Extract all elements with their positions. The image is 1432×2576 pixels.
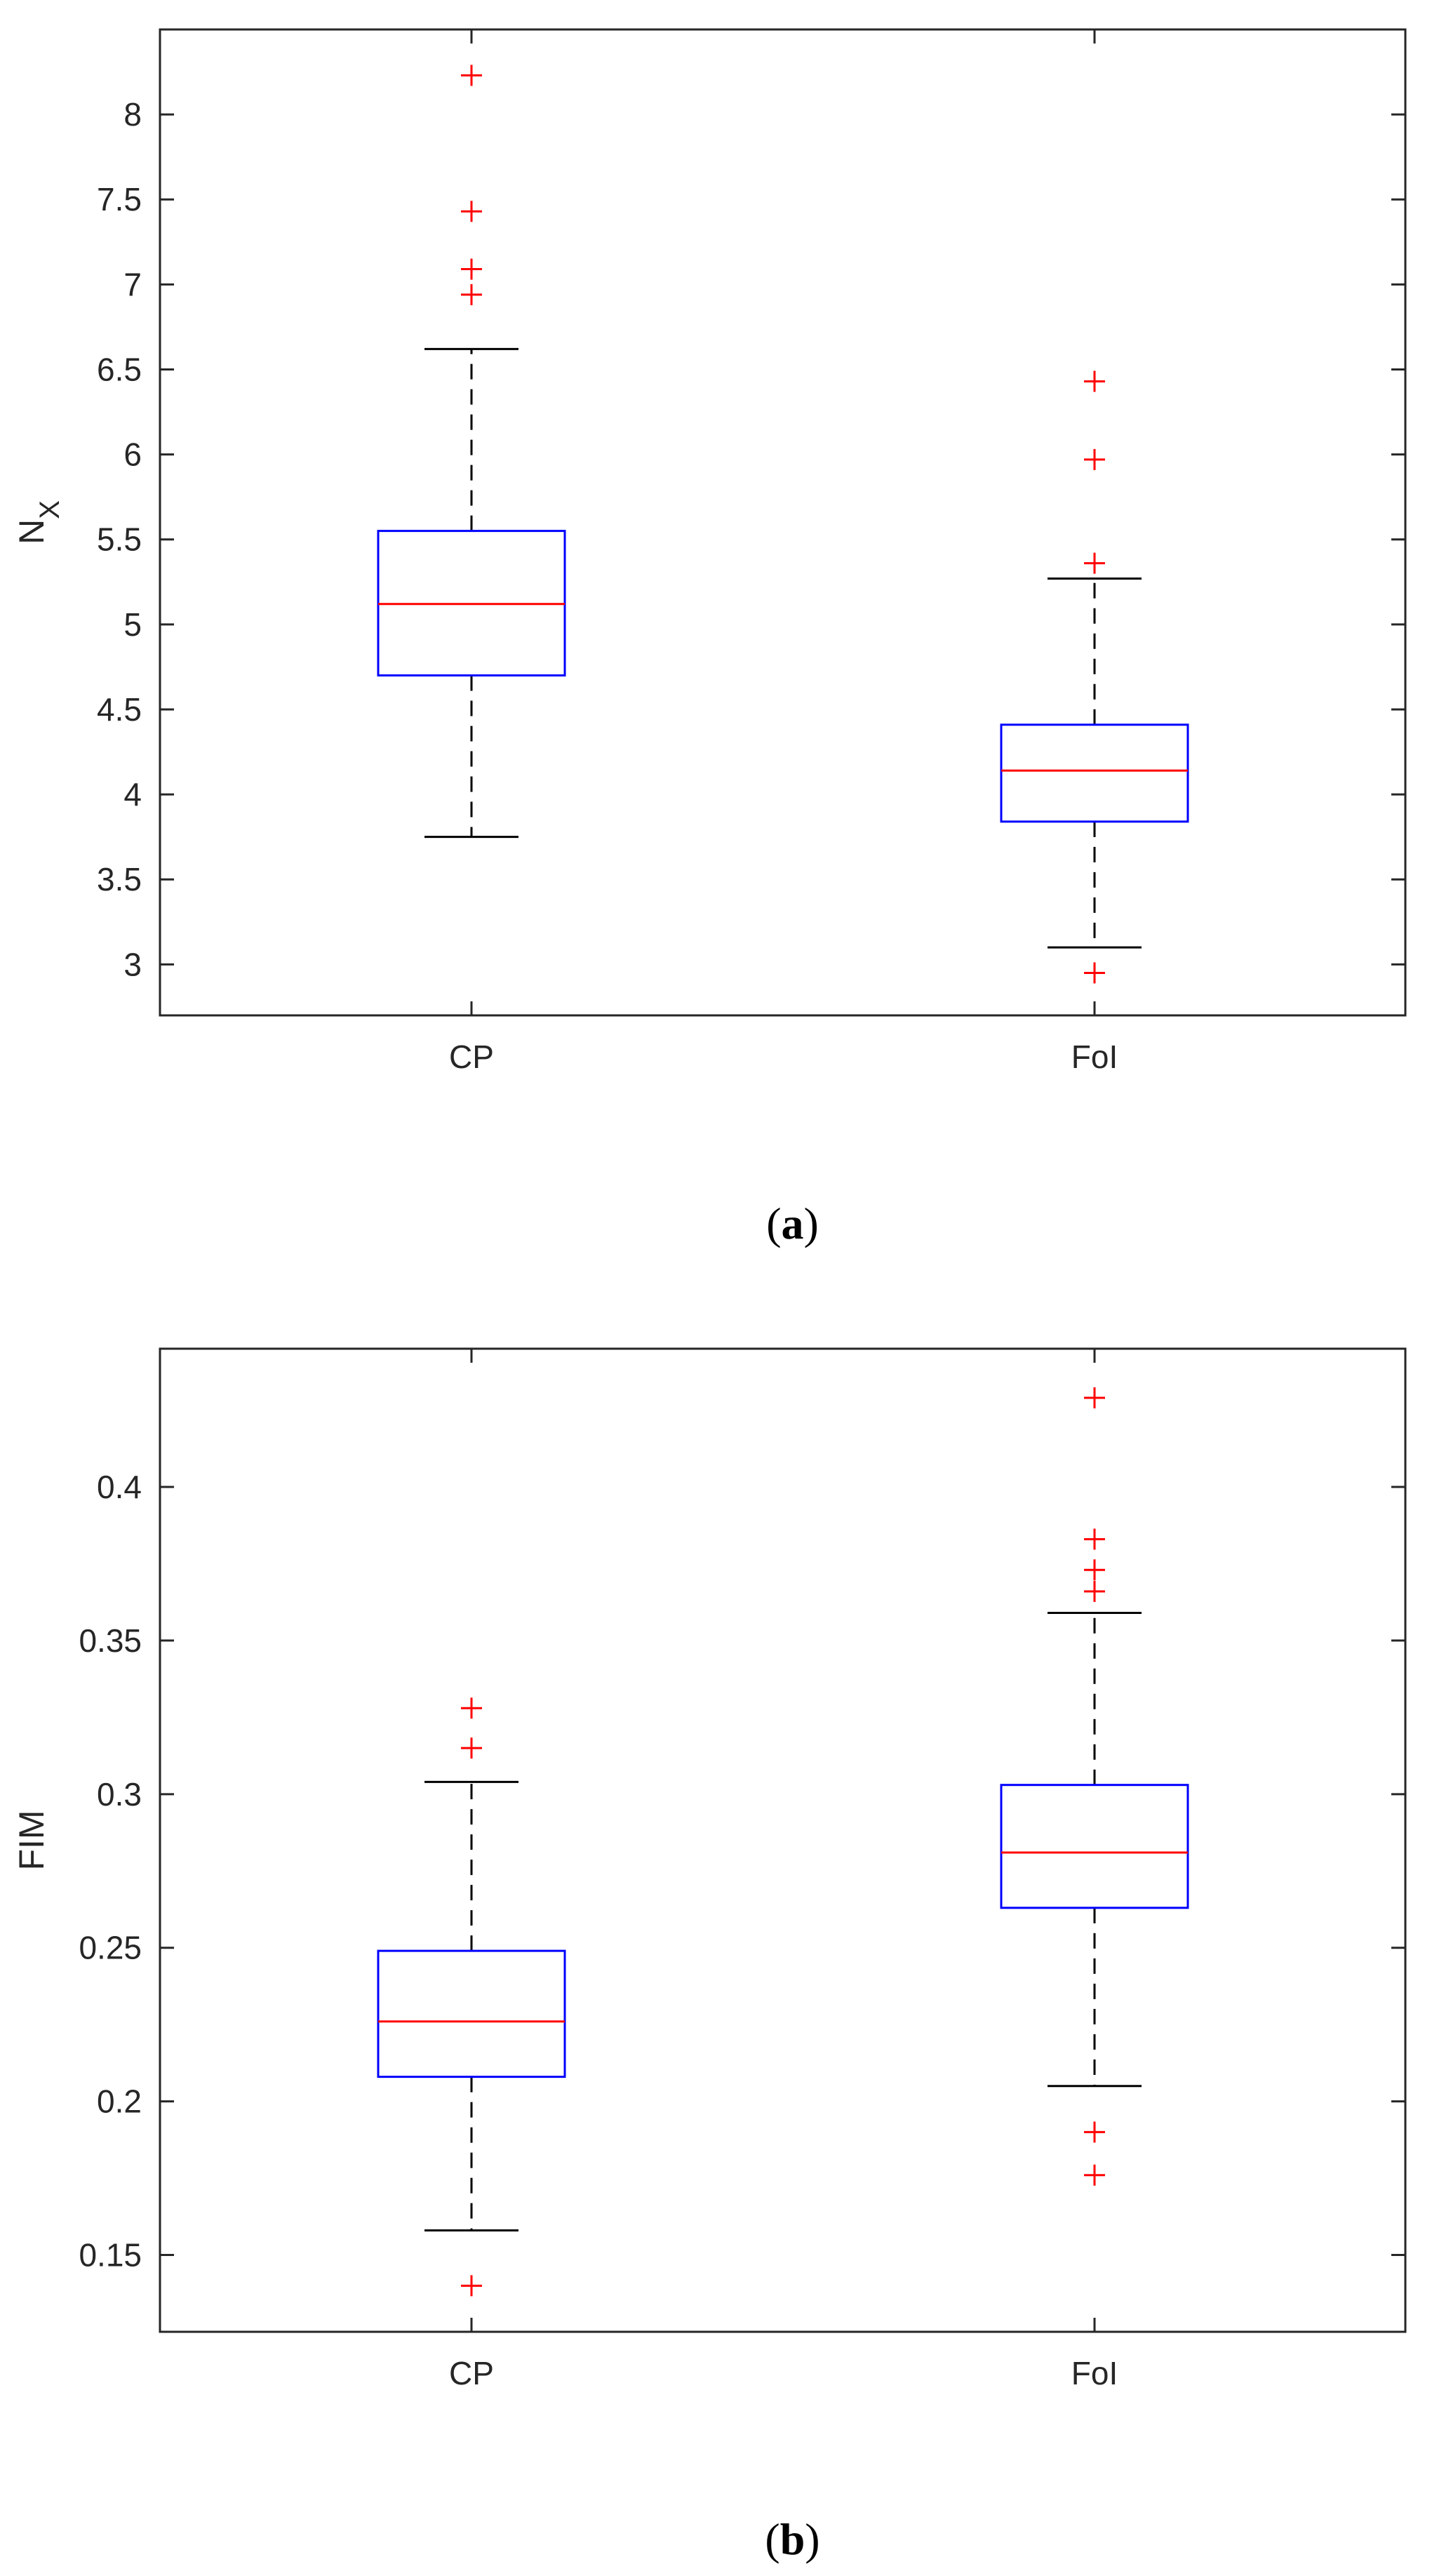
y-tick-label: 3	[123, 946, 142, 982]
box-cp	[377, 1697, 566, 2297]
y-tick-label: 5	[123, 606, 142, 643]
x-tick-label: FoI	[1071, 1039, 1118, 1075]
outlier-marker	[461, 1737, 482, 1759]
caption-paren-open: (	[765, 2514, 779, 2564]
outlier-marker	[1084, 2164, 1105, 2186]
x-tick-label: CP	[449, 2355, 494, 2391]
outlier-marker	[1084, 2121, 1105, 2143]
plot-area-frame	[159, 28, 1407, 1017]
x-tick-label: FoI	[1071, 2355, 1118, 2391]
panel-b: 0.15 0.2 0.25 0.3 0.35 0.4 CP FoI FIM (b)	[12, 1347, 1407, 2564]
panel-caption: (b)	[765, 2514, 819, 2564]
y-tick-label: 4	[123, 776, 142, 813]
outlier-marker	[461, 258, 482, 280]
caption-paren-open: (	[766, 1199, 781, 1248]
y-tick-label: 6	[123, 436, 142, 473]
caption-letter: a	[782, 1199, 804, 1248]
y-tick-label: 0.35	[79, 1622, 142, 1659]
outlier-marker	[1084, 1387, 1105, 1409]
box-foi	[1000, 371, 1189, 984]
iqr-box	[1000, 723, 1189, 823]
y-tick-label: 7	[123, 266, 142, 302]
outlier-marker	[1084, 1559, 1105, 1581]
outlier-marker	[461, 1697, 482, 1719]
y-tick-label: 0.4	[97, 1469, 142, 1505]
box-foi	[1000, 1387, 1189, 2186]
y-tick-label: 6.5	[97, 351, 142, 387]
box-cp	[377, 65, 566, 839]
panel-caption: (a)	[766, 1199, 819, 1248]
outlier-marker	[1084, 552, 1105, 574]
panel-a: 3 3.5 4 4.5 5 5.5 6 6.5 7 7.5 8 CP FoI NX (a)	[12, 28, 1407, 1248]
outlier-marker	[1084, 448, 1105, 470]
y-axis-title-subscript: X	[34, 500, 65, 519]
y-tick-label: 0.3	[97, 1776, 142, 1813]
y-tick-label: 0.25	[79, 1930, 142, 1966]
x-tick-label: CP	[449, 1039, 494, 1075]
caption-letter: b	[780, 2514, 805, 2564]
y-tick-label: 3.5	[97, 861, 142, 897]
outlier-marker	[1084, 371, 1105, 392]
y-tick-label: 7.5	[97, 181, 142, 218]
caption-paren-close: )	[805, 2514, 819, 2564]
plot-area-frame	[159, 1347, 1407, 2333]
y-tick-label: 8	[123, 96, 142, 133]
outlier-marker	[1084, 1528, 1105, 1550]
y-axis-title: FIM	[12, 1810, 51, 1870]
outlier-marker	[1084, 962, 1105, 984]
y-tick-label: 5.5	[97, 521, 142, 558]
outlier-marker	[461, 201, 482, 222]
iqr-box	[377, 1949, 566, 2078]
outlier-marker	[1084, 1580, 1105, 1602]
y-tick-label: 0.2	[97, 2083, 142, 2120]
outlier-marker	[461, 283, 482, 305]
y-tick-label: 4.5	[97, 691, 142, 728]
outlier-marker	[461, 2275, 482, 2297]
y-axis-title: NX	[12, 500, 65, 545]
caption-paren-close: )	[804, 1199, 819, 1248]
y-tick-label: 0.15	[79, 2237, 142, 2274]
iqr-box	[1000, 1784, 1189, 1909]
outlier-marker	[461, 65, 482, 86]
